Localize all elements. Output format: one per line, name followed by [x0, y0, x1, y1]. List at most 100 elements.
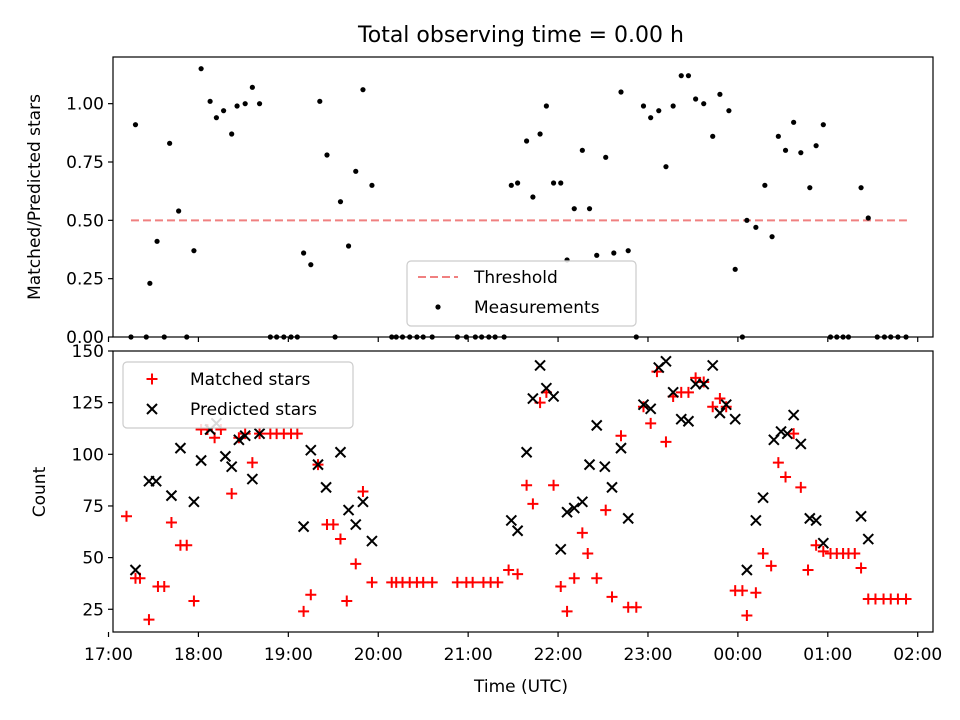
- matched-star-point: [817, 545, 829, 557]
- count-panel-y-axis: 25 50 75 100 125 150: [72, 342, 113, 620]
- measurement-point: [791, 119, 797, 125]
- count-panel-x-label: Time (UTC): [473, 677, 568, 697]
- measurement-point: [369, 182, 375, 188]
- measurement-point: [807, 185, 813, 191]
- predicted-star-point: [239, 430, 251, 442]
- predicted-legend-label: Predicted stars: [190, 400, 317, 420]
- predicted-star-point: [810, 514, 822, 527]
- predicted-star-point: [637, 399, 650, 411]
- predicted-star-point: [622, 512, 634, 525]
- predicted-star-point: [615, 442, 627, 454]
- count-x-tick-label: 19:00: [264, 645, 313, 665]
- matched-star-point: [707, 401, 719, 413]
- predicted-star-point: [757, 491, 769, 504]
- count-y-tick-label: 75: [82, 497, 104, 517]
- predicted-star-point: [246, 473, 259, 485]
- predicted-star-point: [561, 506, 573, 518]
- matched-star-point: [900, 593, 912, 605]
- predicted-star-point: [350, 518, 362, 531]
- measurement-point: [353, 168, 359, 174]
- predicted-star-point: [714, 407, 726, 419]
- measurement-point: [762, 182, 768, 188]
- measurement-point: [670, 103, 676, 109]
- measurement-point: [685, 73, 692, 79]
- predicted-star-point: [253, 427, 266, 440]
- predicted-star-point: [129, 564, 142, 576]
- ratio-panel: 0.00 0.25 0.50 0.75 1.00 Matched/Predicted s…: [25, 56, 934, 348]
- measurement-point: [317, 98, 323, 104]
- measurement-point: [744, 217, 750, 223]
- count-x-tick-label: 23:00: [623, 645, 672, 665]
- measurement-point: [147, 280, 153, 286]
- predicted-star-point: [689, 378, 702, 390]
- predicted-star-point: [568, 502, 580, 514]
- matched-star-point: [246, 457, 258, 469]
- predicted-star-point: [174, 442, 187, 454]
- measurement-point: [508, 182, 514, 188]
- predicted-star-point: [334, 446, 347, 458]
- measurement-point: [301, 250, 307, 256]
- matched-star-point: [772, 457, 784, 469]
- count-x-tick-label: 02:00: [893, 645, 942, 665]
- predicted-star-point: [660, 355, 672, 368]
- measurement-point: [537, 131, 543, 137]
- predicted-star-point: [555, 543, 567, 556]
- matched-star-point: [591, 572, 603, 584]
- matched-star-point: [188, 595, 200, 607]
- measurement-point: [732, 266, 738, 272]
- predicted-star-point: [233, 434, 245, 446]
- predicted-star-point: [675, 413, 687, 425]
- predicted-star-point: [667, 386, 679, 399]
- measurement-point: [611, 250, 617, 256]
- matched-star-point: [780, 471, 792, 483]
- matched-star-point: [849, 547, 861, 559]
- ratio-panel-y-label: Matched/Predicted stars: [25, 94, 45, 300]
- matched-star-point: [298, 605, 310, 617]
- matched-star-point: [637, 401, 649, 413]
- matched-star-point: [341, 595, 353, 607]
- measurement-point: [198, 66, 204, 72]
- matched-star-point: [527, 498, 539, 510]
- matched-star-point: [350, 558, 362, 570]
- measurement-point: [782, 147, 789, 153]
- predicted-star-point: [606, 481, 618, 494]
- count-panel: 25 50 75 100 125 150 17:00 18:00 19:00 20:00 21:0…: [30, 342, 942, 697]
- matched-star-point: [291, 428, 303, 440]
- measurement-point: [798, 150, 804, 156]
- measurement-point: [524, 138, 530, 144]
- matched-star-point: [615, 430, 627, 442]
- matched-star-point: [795, 481, 807, 493]
- predicted-star-point: [305, 444, 317, 456]
- predicted-star-point: [312, 458, 324, 471]
- measurement-point: [865, 215, 871, 221]
- ratio-y-tick-label: 0.50: [66, 211, 104, 231]
- measurement-point: [234, 103, 240, 109]
- matched-star-point: [181, 539, 193, 551]
- predicted-star-point: [320, 481, 332, 494]
- predicted-star-point: [781, 427, 794, 440]
- matched-star-point: [698, 376, 710, 388]
- matched-star-point: [561, 605, 573, 617]
- matched-star-point: [555, 581, 567, 593]
- predicted-star-point: [583, 458, 596, 471]
- measurement-point: [530, 194, 536, 200]
- count-x-tick-label: 00:00: [713, 645, 762, 665]
- predicted-star-point: [591, 419, 603, 432]
- matched-star-point: [600, 504, 612, 516]
- measurement-point: [249, 84, 255, 90]
- matched-star-point: [327, 519, 339, 531]
- predicted-star-point: [188, 496, 200, 508]
- predicted-star-point: [297, 520, 310, 533]
- measurement-point: [717, 91, 723, 97]
- measurement-point: [775, 133, 781, 139]
- measurement-point: [308, 262, 314, 268]
- measurement-point: [229, 131, 235, 137]
- measurement-point: [550, 180, 557, 186]
- count-y-tick-label: 25: [82, 600, 104, 620]
- matched-star-point: [660, 436, 672, 448]
- ratio-y-tick-label: 0.75: [66, 153, 104, 173]
- matched-star-point: [158, 581, 170, 593]
- measurement-point: [656, 108, 662, 114]
- predicted-star-point: [576, 496, 589, 508]
